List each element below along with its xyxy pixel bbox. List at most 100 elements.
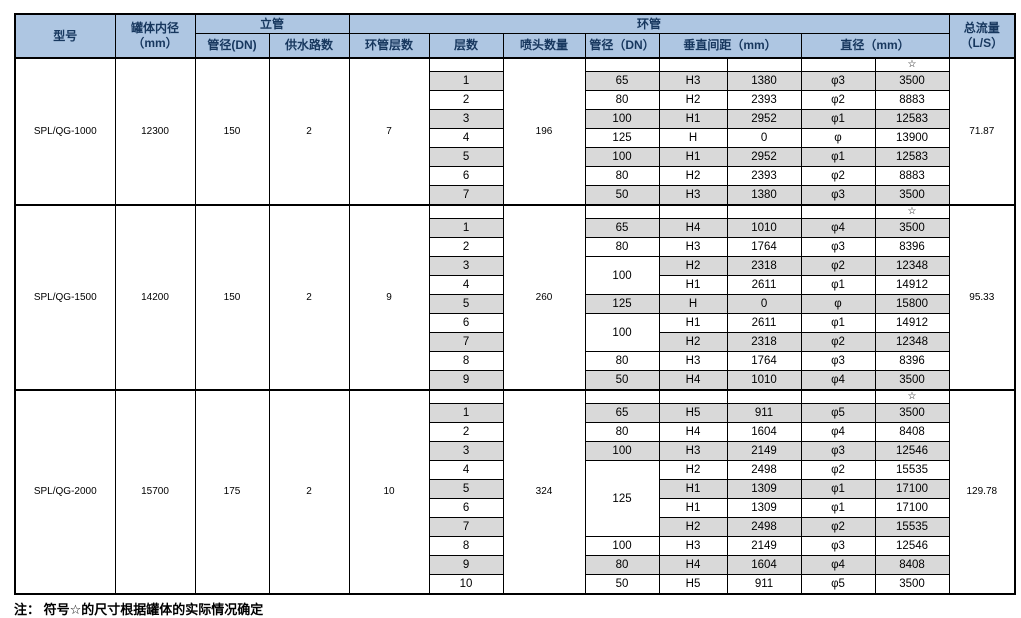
header-model: 型号 [14, 13, 116, 59]
phi-label-cell: φ5 [800, 574, 876, 595]
layer-no-cell: 7 [428, 185, 504, 206]
ring-dn-empty-cell [584, 57, 660, 72]
layer-no-cell: 9 [428, 555, 504, 575]
diameter-value-cell: 14912 [874, 313, 950, 333]
h-label-empty-cell [658, 57, 728, 72]
phi-label-cell: φ1 [800, 313, 876, 333]
tank-diameter-cell: 14200 [114, 204, 196, 391]
star-cell: ☆ [874, 389, 950, 404]
footnote: 注： 符号☆的尺寸根据罐体的实际情况确定 [14, 602, 264, 617]
h-label-cell: H1 [658, 313, 728, 333]
ring-dn-cell: 80 [584, 90, 660, 110]
ring-dn-cell: 65 [584, 403, 660, 423]
ring-layer-count-cell: 9 [348, 204, 430, 391]
header-tank-diameter-line2: （mm） [132, 36, 178, 50]
phi-label-cell: φ4 [800, 370, 876, 391]
layer-no-cell: 8 [428, 536, 504, 556]
table-header: 型号 罐体内径 （mm） 立管 环管 总流量 （L/S） 管径(DN) 供水路数… [14, 13, 1016, 59]
layer-no-cell: 2 [428, 237, 504, 257]
layer-no-cell: 7 [428, 517, 504, 537]
h-label-empty-cell [658, 204, 728, 219]
diameter-value-cell: 17100 [874, 498, 950, 518]
spacing-value-cell: 2611 [726, 313, 802, 333]
phi-label-cell: φ1 [800, 498, 876, 518]
phi-label-cell: φ1 [800, 147, 876, 167]
ring-dn-cell: 65 [584, 218, 660, 238]
layer-no-cell: 6 [428, 498, 504, 518]
spacing-value-cell: 1604 [726, 422, 802, 442]
diameter-value-cell: 12546 [874, 536, 950, 556]
supply-lines-cell: 2 [268, 57, 350, 206]
spacing-value-cell: 1604 [726, 555, 802, 575]
h-label-cell: H4 [658, 422, 728, 442]
diameter-value-cell: 8883 [874, 166, 950, 186]
layer-no-cell: 4 [428, 460, 504, 480]
total-flow-cell: 129.78 [948, 389, 1016, 595]
diameter-value-cell: 15800 [874, 294, 950, 314]
layer-no-cell: 6 [428, 313, 504, 333]
h-label-cell: H3 [658, 71, 728, 91]
ring-dn-cell: 100 [584, 313, 660, 352]
layer-row: 5 100 H1 2952 φ1 12583 [15, 147, 1015, 167]
star-cell: ☆ [874, 57, 950, 72]
ring-dn-cell: 100 [584, 536, 660, 556]
phi-label-empty-cell [800, 389, 876, 404]
ring-dn-cell: 65 [584, 71, 660, 91]
layer-row: 9 80 H4 1604 φ4 8408 [15, 555, 1015, 575]
spacing-value-cell: 1764 [726, 351, 802, 371]
diameter-value-cell: 3500 [874, 370, 950, 391]
riser-dn-cell: 150 [194, 57, 270, 206]
ring-dn-cell: 50 [584, 185, 660, 206]
diameter-value-cell: 3500 [874, 71, 950, 91]
phi-label-cell: φ4 [800, 555, 876, 575]
supply-lines-cell: 2 [268, 204, 350, 391]
phi-label-cell: φ3 [800, 441, 876, 461]
h-label-cell: H2 [658, 517, 728, 537]
spacing-value-cell: 2149 [726, 536, 802, 556]
h-label-cell: H5 [658, 403, 728, 423]
tank-diameter-cell: 12300 [114, 57, 196, 206]
phi-label-cell: φ1 [800, 479, 876, 499]
star-row: SPL/QG-1500 14200 150 2 9 260 ☆ 95.33 [14, 204, 1016, 391]
h-label-cell: H1 [658, 275, 728, 295]
riser-dn-cell: 150 [194, 204, 270, 391]
layer-no-cell: 10 [428, 574, 504, 595]
header-total-flow: 总流量 （L/S） [948, 13, 1016, 59]
layer-row: 3 100 H2 2318 φ2 12348 [15, 256, 1015, 295]
spacing-value-cell: 1309 [726, 498, 802, 518]
h-label-cell: H5 [658, 574, 728, 595]
layer-row: 7 H2 2318 φ2 12348 [15, 332, 1015, 352]
diameter-value-cell: 3500 [874, 574, 950, 595]
h-label-cell: H2 [658, 460, 728, 480]
phi-label-cell: φ3 [800, 351, 876, 371]
h-label-cell: H1 [658, 147, 728, 167]
header-ring-dn: 管径（DN） [584, 33, 660, 59]
header-nozzle-count: 喷头数量 [502, 33, 586, 59]
phi-label-cell: φ3 [800, 185, 876, 206]
header-total-flow-line1: 总流量 [963, 21, 1000, 35]
layer-no-empty-cell [428, 204, 504, 219]
h-label-cell: H2 [658, 256, 728, 276]
spacing-value-cell: 911 [726, 403, 802, 423]
spacing-value-cell: 2318 [726, 332, 802, 352]
layer-row: 4 H1 2611 φ1 14912 [15, 275, 1015, 295]
ring-dn-cell: 80 [584, 555, 660, 575]
diameter-value-cell: 13900 [874, 128, 950, 148]
phi-label-cell: φ2 [800, 460, 876, 480]
ring-dn-cell: 50 [584, 574, 660, 595]
star-row: SPL/QG-2000 15700 175 2 10 324 ☆ 129.78 [14, 389, 1016, 595]
layer-row: 5 H1 1309 φ1 17100 [15, 479, 1015, 499]
spacing-value-cell: 1380 [726, 185, 802, 206]
layer-row: 6 80 H2 2393 φ2 8883 [15, 166, 1015, 186]
layer-row: 5 125 H 0 φ 15800 [15, 294, 1015, 314]
spacing-value-cell: 2149 [726, 441, 802, 461]
spacing-value-cell: 0 [726, 128, 802, 148]
ring-dn-cell: 100 [584, 256, 660, 295]
h-label-empty-cell [658, 389, 728, 404]
layer-no-cell: 3 [428, 441, 504, 461]
header-riser-group: 立管 [194, 13, 350, 34]
layer-row: 2 80 H4 1604 φ4 8408 [15, 422, 1015, 442]
spacing-value-cell: 1380 [726, 71, 802, 91]
ring-dn-cell: 80 [584, 166, 660, 186]
header-vertical-spacing: 垂直间距（mm） [658, 33, 802, 59]
